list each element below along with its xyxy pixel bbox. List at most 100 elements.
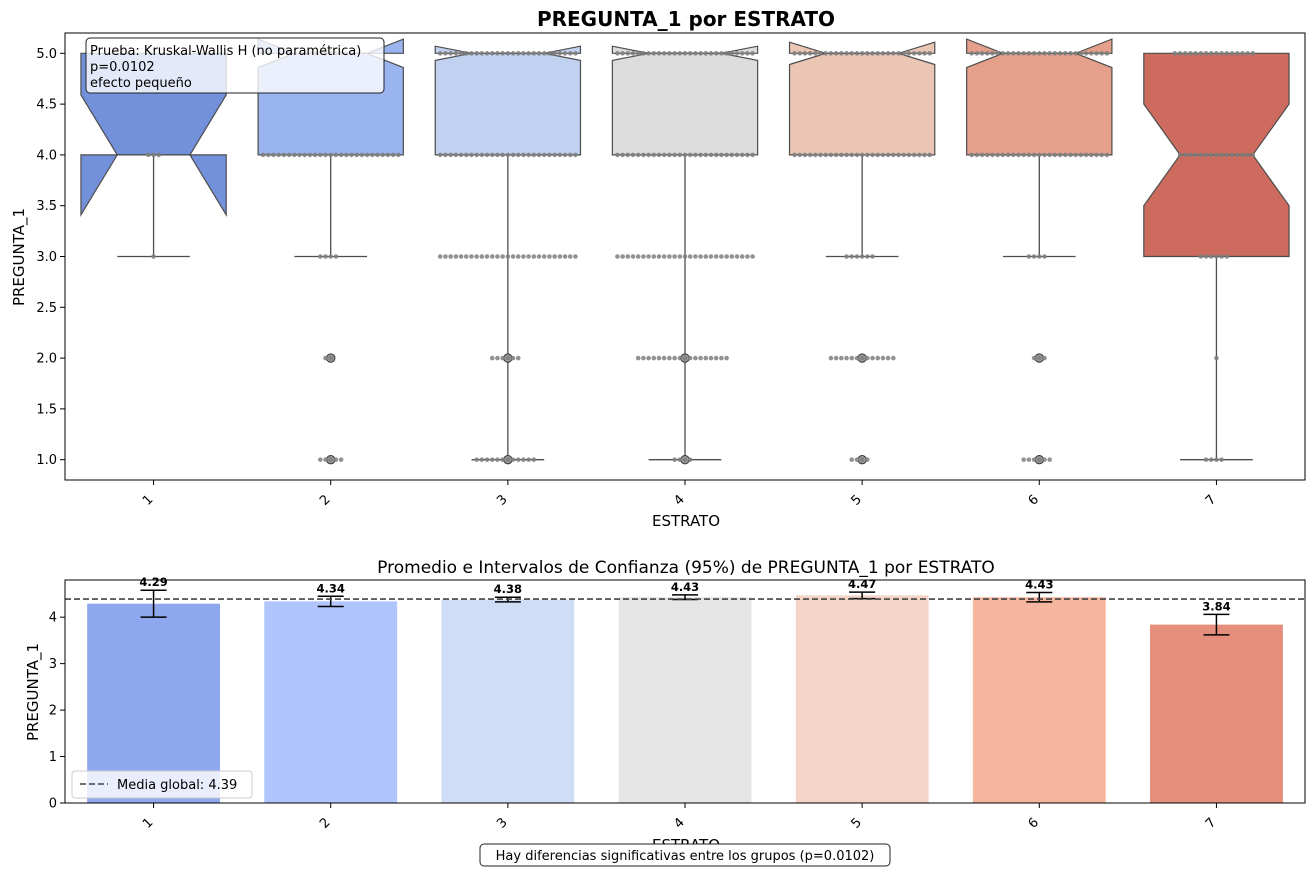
bar-value-label-7: 3.84 bbox=[1202, 599, 1230, 613]
swarm-point-5 bbox=[828, 355, 834, 361]
box-chart-ylabel: PREGUNTA_1 bbox=[10, 208, 29, 306]
test-annotation-box: Prueba: Kruskal-Wallis H (no paramétrica… bbox=[85, 37, 385, 94]
swarm-point-4 bbox=[719, 355, 724, 361]
swarm-point-6 bbox=[1036, 254, 1042, 259]
swarm-point-6 bbox=[1042, 152, 1047, 158]
swarm-point-3 bbox=[469, 51, 474, 56]
swarm-point-3 bbox=[547, 51, 552, 56]
swarm-point-3 bbox=[437, 51, 443, 56]
swarm-point-4 bbox=[620, 51, 625, 56]
swarm-point-5 bbox=[849, 51, 855, 56]
swarm-point-5 bbox=[865, 51, 870, 56]
swarm-point-3 bbox=[552, 51, 557, 56]
bar-value-label-1: 4.29 bbox=[139, 575, 167, 589]
swarm-point-4 bbox=[739, 51, 745, 56]
swarm-point-2 bbox=[338, 152, 344, 158]
swarm-point-6 bbox=[1026, 457, 1032, 462]
swarm-point-3 bbox=[463, 51, 469, 56]
swarm-point-6 bbox=[969, 51, 974, 56]
swarm-point-7 bbox=[1188, 152, 1193, 158]
swarm-point-6 bbox=[1026, 51, 1032, 56]
swarm-point-6 bbox=[1021, 152, 1026, 158]
swarm-point-4 bbox=[677, 355, 683, 361]
swarm-point-3 bbox=[469, 254, 474, 259]
swarm-point-5 bbox=[854, 51, 860, 56]
swarm-point-6 bbox=[1000, 51, 1006, 56]
swarm-point-7 bbox=[1208, 51, 1214, 56]
swarm-point-6 bbox=[1036, 355, 1042, 361]
swarm-point-7 bbox=[1198, 51, 1204, 56]
swarm-point-6 bbox=[1088, 152, 1094, 158]
swarm-point-4 bbox=[651, 51, 657, 56]
swarm-point-2 bbox=[333, 152, 339, 158]
swarm-point-2 bbox=[359, 152, 365, 158]
swarm-point-4 bbox=[661, 355, 667, 361]
swarm-point-6 bbox=[1057, 51, 1063, 56]
swarm-point-7 bbox=[1177, 51, 1183, 56]
swarm-point-6 bbox=[1036, 457, 1042, 462]
swarm-point-2 bbox=[349, 152, 354, 158]
swarm-point-4 bbox=[687, 152, 693, 158]
swarm-point-2 bbox=[328, 457, 334, 462]
swarm-point-2 bbox=[333, 254, 339, 259]
swarm-point-5 bbox=[792, 152, 797, 158]
swarm-point-2 bbox=[318, 254, 323, 259]
swarm-point-3 bbox=[495, 254, 500, 259]
swarm-point-7 bbox=[1182, 152, 1188, 158]
swarm-point-6 bbox=[974, 152, 980, 158]
swarm-point-4 bbox=[682, 355, 688, 361]
y-tick-label: 3.0 bbox=[36, 250, 57, 265]
swarm-point-5 bbox=[880, 355, 886, 361]
swarm-point-6 bbox=[1010, 152, 1016, 158]
swarm-point-6 bbox=[1088, 51, 1094, 56]
swarm-point-3 bbox=[474, 152, 479, 158]
swarm-point-7 bbox=[1250, 51, 1256, 56]
swarm-point-7 bbox=[1198, 254, 1204, 259]
swarm-point-5 bbox=[859, 355, 865, 361]
swarm-point-4 bbox=[729, 152, 735, 158]
swarm-point-5 bbox=[854, 355, 860, 361]
swarm-point-4 bbox=[641, 355, 646, 361]
swarm-point-5 bbox=[792, 51, 797, 56]
swarm-point-3 bbox=[541, 254, 547, 259]
swarm-point-4 bbox=[620, 152, 625, 158]
swarm-point-7 bbox=[1193, 51, 1198, 56]
swarm-point-3 bbox=[510, 51, 516, 56]
y-tick-label: 3.5 bbox=[36, 199, 57, 214]
swarm-point-5 bbox=[849, 355, 855, 361]
swarm-point-6 bbox=[1042, 355, 1047, 361]
swarm-point-4 bbox=[667, 254, 672, 259]
swarm-point-5 bbox=[839, 152, 844, 158]
swarm-point-2 bbox=[318, 152, 323, 158]
swarm-point-5 bbox=[807, 51, 813, 56]
swarm-point-5 bbox=[906, 152, 912, 158]
swarm-point-6 bbox=[1021, 457, 1026, 462]
swarm-point-4 bbox=[646, 254, 651, 259]
swarm-point-6 bbox=[990, 152, 995, 158]
swarm-point-5 bbox=[844, 355, 849, 361]
box-plot-axes: 1.01.52.02.53.03.54.04.55.01 2 3 4 5 6 7 bbox=[36, 32, 1306, 509]
swarm-point-5 bbox=[885, 152, 891, 158]
swarm-point-6 bbox=[995, 51, 1000, 56]
swarm-point-4 bbox=[739, 152, 745, 158]
swarm-point-5 bbox=[802, 152, 808, 158]
swarm-point-7 bbox=[1214, 152, 1219, 158]
swarm-point-4 bbox=[698, 51, 703, 56]
swarm-point-5 bbox=[823, 51, 829, 56]
swarm-point-5 bbox=[870, 51, 875, 56]
swarm-point-3 bbox=[526, 457, 531, 462]
swarm-point-3 bbox=[562, 51, 568, 56]
box-plot-chart: PREGUNTA_1 por ESTRATO 1.0 1.5 2.0 2.5 3.0 3.… bbox=[10, 7, 1306, 530]
swarm-point-7 bbox=[1182, 51, 1188, 56]
swarm-point-2 bbox=[297, 152, 302, 158]
swarm-point-3 bbox=[521, 254, 526, 259]
swarm-point-6 bbox=[1083, 152, 1089, 158]
swarm-point-4 bbox=[682, 457, 688, 462]
mean-ci-bar-chart: Promedio e Intervalos de Confianza (95%)… bbox=[24, 558, 1306, 854]
swarm-point-6 bbox=[1068, 51, 1073, 56]
swarm-point-4 bbox=[625, 254, 631, 259]
swarm-point-3 bbox=[505, 254, 511, 259]
swarm-point-4 bbox=[687, 254, 693, 259]
swarm-point-2 bbox=[390, 152, 396, 158]
